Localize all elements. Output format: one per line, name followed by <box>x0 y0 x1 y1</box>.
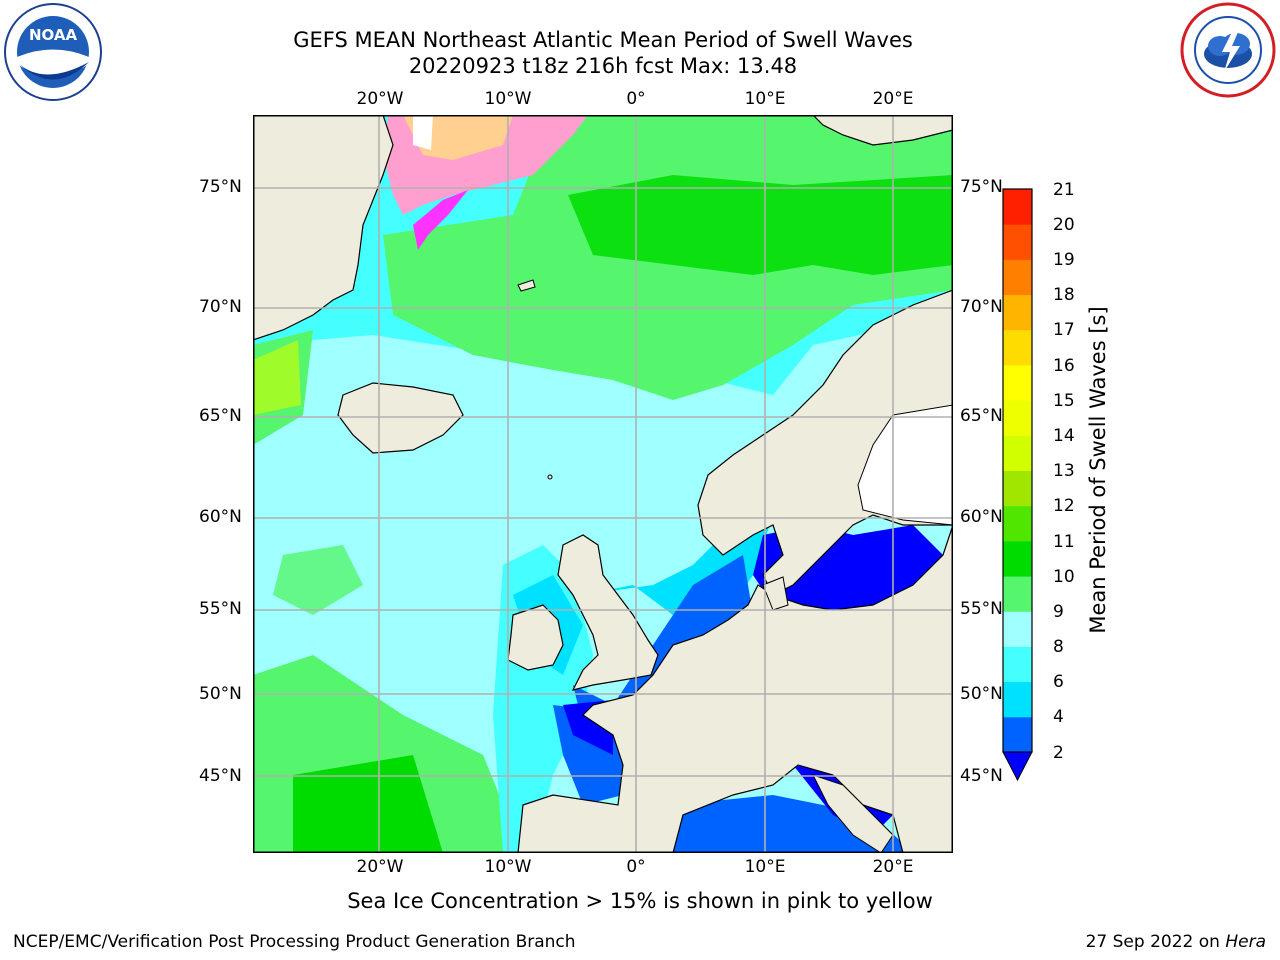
lon-label-top: 20°W <box>356 89 404 109</box>
lat-label-right: 75°N <box>960 177 1003 197</box>
lat-label-left: 65°N <box>199 406 242 426</box>
lat-label-left: 60°N <box>199 507 242 527</box>
colorbar-band <box>1003 329 1032 366</box>
colorbar-band <box>1003 294 1032 331</box>
colorbar-tick: 17 <box>1053 320 1075 340</box>
colorbar-band <box>1003 681 1032 718</box>
map-border <box>253 115 953 853</box>
noaa-logo-icon: NOAA <box>4 3 102 101</box>
lat-label-right: 50°N <box>960 684 1003 704</box>
colorbar-band <box>1003 224 1032 260</box>
colorbar-band <box>1003 540 1032 577</box>
lon-label-bottom: 20°E <box>872 857 914 877</box>
lon-label-top: 0° <box>626 89 646 109</box>
colorbar-label: Mean Period of Swell Waves [s] <box>1086 306 1110 634</box>
colorbar-tick: 16 <box>1053 356 1075 376</box>
colorbar-band <box>1003 364 1032 401</box>
colorbar-tick: 2 <box>1053 743 1064 763</box>
producer-credit: NCEP/EMC/Verification Post Processing Pr… <box>13 932 576 952</box>
lat-label-right: 65°N <box>960 406 1003 426</box>
graticule <box>253 115 953 853</box>
colorbar-tick: 15 <box>1053 391 1075 411</box>
colorbar-tick: 14 <box>1053 426 1075 446</box>
host-name: Hera <box>1225 932 1266 952</box>
colorbar <box>1002 188 1033 782</box>
lat-label-left: 70°N <box>199 297 242 317</box>
nws-logo-icon <box>1180 2 1276 98</box>
lon-label-bottom: 10°W <box>484 857 532 877</box>
lat-label-left: 55°N <box>199 599 242 619</box>
colorbar-band <box>1003 470 1032 507</box>
svg-text:NOAA: NOAA <box>29 26 78 44</box>
chart-title: GEFS MEAN Northeast Atlantic Mean Period… <box>293 28 913 52</box>
colorbar-band <box>1003 400 1032 436</box>
colorbar-band <box>1003 189 1032 225</box>
colorbar-band <box>1003 259 1032 296</box>
colorbar-band <box>1003 435 1032 471</box>
colorbar-tick: 11 <box>1053 532 1075 552</box>
lon-label-bottom: 10°E <box>744 857 786 877</box>
colorbar-tick: 13 <box>1053 461 1075 481</box>
lat-label-right: 70°N <box>960 297 1003 317</box>
lat-label-right: 60°N <box>960 507 1003 527</box>
lon-label-top: 10°W <box>484 89 532 109</box>
lat-label-right: 45°N <box>960 766 1003 786</box>
colorbar-outline <box>1002 188 1033 753</box>
colorbar-band <box>1003 505 1032 542</box>
colorbar-tick: 4 <box>1053 707 1064 727</box>
colorbar-tick: 18 <box>1053 285 1075 305</box>
colorbar-band <box>1003 646 1032 683</box>
colorbar-tick: 10 <box>1053 567 1075 587</box>
chart-subtitle: 20220923 t18z 216h fcst Max: 13.48 <box>408 54 798 78</box>
swell-period-map <box>253 115 953 853</box>
sea-ice-note: Sea Ice Concentration > 15% is shown in … <box>347 889 933 913</box>
colorbar-tick: 8 <box>1053 637 1064 657</box>
lat-label-left: 45°N <box>199 766 242 786</box>
colorbar-band <box>1003 611 1032 647</box>
colorbar-tick: 9 <box>1053 602 1064 622</box>
lon-label-bottom: 0° <box>626 857 646 877</box>
run-date-credit: 27 Sep 2022 on Hera <box>1086 932 1266 952</box>
lat-label-right: 55°N <box>960 599 1003 619</box>
colorbar-tick: 12 <box>1053 496 1075 516</box>
lat-label-left: 75°N <box>199 177 242 197</box>
colorbar-extend-triangle <box>1002 751 1033 782</box>
lon-label-bottom: 20°W <box>356 857 404 877</box>
lat-label-left: 50°N <box>199 684 242 704</box>
colorbar-tick: 19 <box>1053 250 1075 270</box>
colorbar-band <box>1003 716 1032 753</box>
colorbar-tick: 20 <box>1053 215 1075 235</box>
colorbar-band <box>1003 576 1032 612</box>
lon-label-top: 10°E <box>744 89 786 109</box>
run-date: 27 Sep 2022 on <box>1085 932 1220 952</box>
colorbar-tick: 21 <box>1053 180 1075 200</box>
colorbar-tick: 6 <box>1053 672 1064 692</box>
lon-label-top: 20°E <box>872 89 914 109</box>
